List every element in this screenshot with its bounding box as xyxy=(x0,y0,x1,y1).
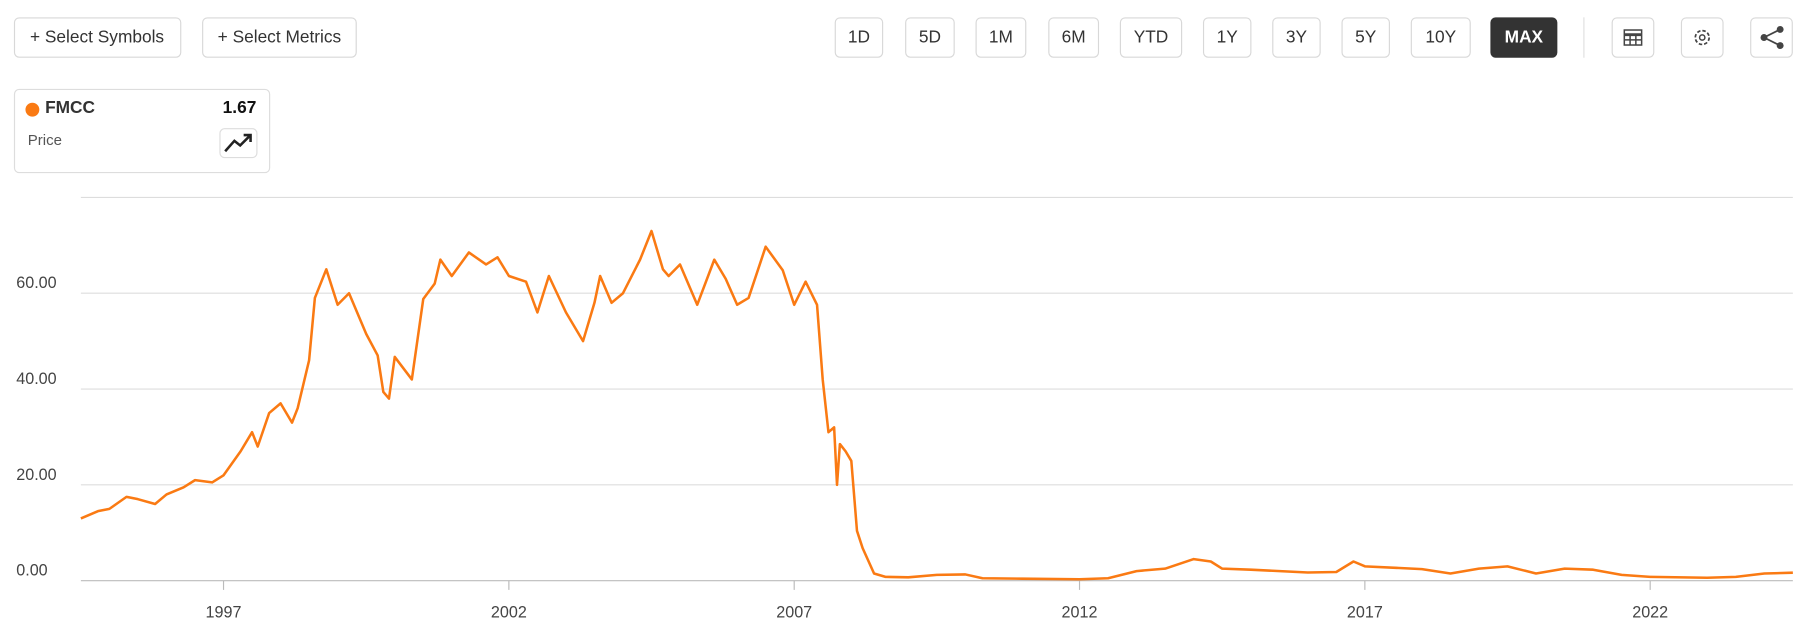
range-button-bg xyxy=(1048,17,1100,58)
range-button-bg xyxy=(1272,17,1321,58)
y-tick-label: 40.00 xyxy=(16,370,56,388)
x-tick-label: 1997 xyxy=(206,603,242,621)
range-button[interactable]: 1Y xyxy=(1202,17,1252,58)
range-button[interactable]: 3Y xyxy=(1272,17,1321,58)
range-button-label: 5D xyxy=(919,27,941,47)
range-button-bg xyxy=(1202,17,1252,58)
range-button-bg xyxy=(975,17,1027,58)
legend-symbol: FMCC xyxy=(45,97,95,117)
x-tick-label: 2012 xyxy=(1062,603,1098,621)
range-button-label: 1D xyxy=(848,27,870,47)
legend-box: FMCC 1.67 Price xyxy=(13,88,271,174)
legend-swatch xyxy=(25,102,40,117)
select-symbols-label: + Select Symbols xyxy=(30,27,164,47)
range-button[interactable]: 6M xyxy=(1048,17,1100,58)
select-symbols-button[interactable]: + Select Symbols xyxy=(13,17,182,58)
range-button[interactable]: MAX xyxy=(1490,17,1558,58)
range-button-label: 1M xyxy=(989,27,1013,47)
share-button[interactable] xyxy=(1750,17,1793,58)
legend-value: 1.67 xyxy=(223,97,257,117)
range-button-bg xyxy=(1490,17,1558,58)
legend-metric: Price xyxy=(28,132,62,149)
range-button[interactable]: YTD xyxy=(1119,17,1183,58)
price-line xyxy=(80,229,1793,581)
x-tick-label: 2007 xyxy=(776,603,812,621)
x-tick-label: 2022 xyxy=(1632,603,1668,621)
y-tick-label: 20.00 xyxy=(16,466,56,484)
range-button-bg xyxy=(1119,17,1183,58)
select-metrics-label: + Select Metrics xyxy=(218,27,342,47)
range-button-bg xyxy=(1341,17,1390,58)
y-tick-label: 0.00 xyxy=(16,562,47,580)
range-button-label: 5Y xyxy=(1355,27,1377,47)
range-button-bg xyxy=(1410,17,1471,58)
table-button[interactable] xyxy=(1611,17,1655,58)
range-button[interactable]: 1M xyxy=(975,17,1027,58)
range-button[interactable]: 10Y xyxy=(1410,17,1471,58)
select-metrics-button[interactable]: + Select Metrics xyxy=(202,17,357,58)
range-button[interactable]: 5Y xyxy=(1341,17,1390,58)
range-button[interactable]: 5D xyxy=(905,17,955,58)
range-button-label: 1Y xyxy=(1217,27,1239,47)
range-button-label: 6M xyxy=(1062,27,1086,47)
settings-button[interactable] xyxy=(1680,17,1724,58)
x-tick-label: 2002 xyxy=(491,603,527,621)
range-button[interactable]: 1D xyxy=(834,17,884,58)
y-tick-label: 60.00 xyxy=(16,274,56,292)
range-button-label: MAX xyxy=(1505,27,1544,47)
range-button-label: 3Y xyxy=(1286,27,1308,47)
range-button-label: YTD xyxy=(1134,27,1169,47)
range-button-bg xyxy=(905,17,955,58)
range-button-bg xyxy=(834,17,884,58)
x-tick-label: 2017 xyxy=(1347,603,1383,621)
range-button-label: 10Y xyxy=(1425,27,1456,47)
